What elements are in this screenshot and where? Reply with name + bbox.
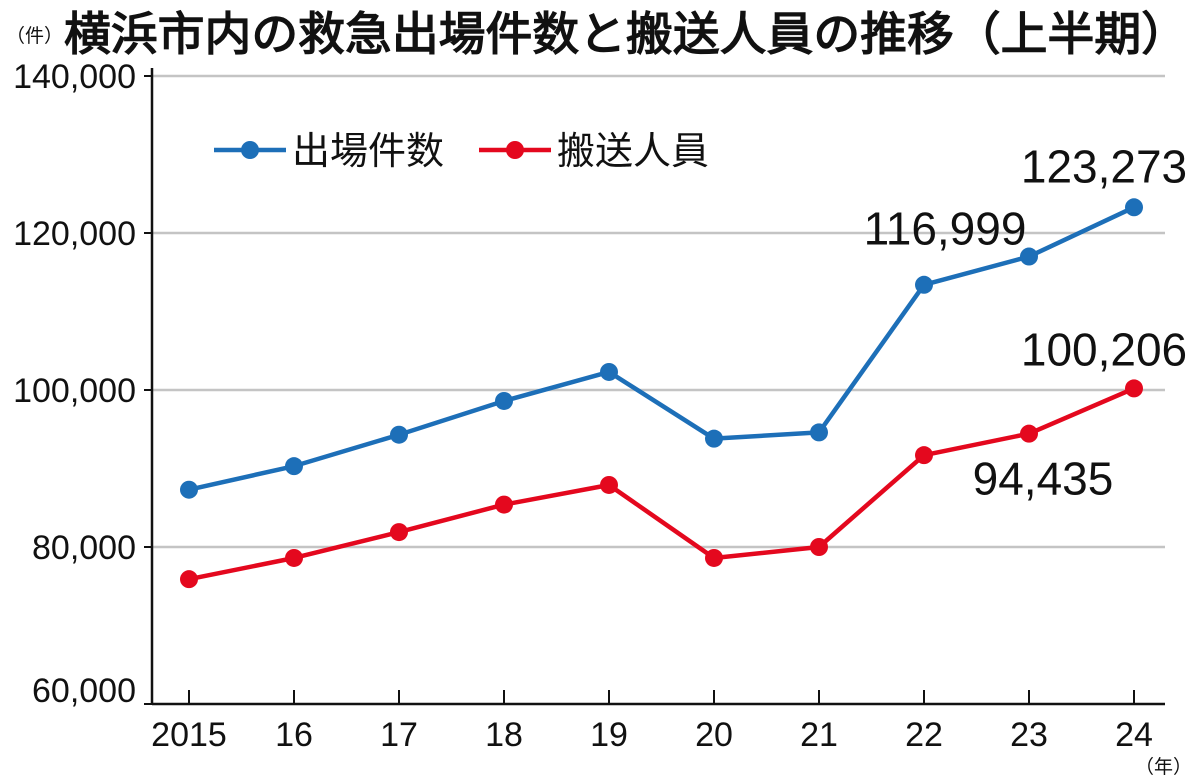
patients-transported-data-label: 100,206 [1021,323,1187,375]
y-tick-label: 140,000 [13,58,136,96]
x-tick-label: 19 [590,716,628,754]
dispatch-count-point [180,480,198,499]
dispatch-count-point [915,275,933,294]
x-tick-label: 16 [275,716,313,754]
dispatch-count-line [188,205,1135,492]
patients-transported-point [285,548,303,567]
y-tick-label: 80,000 [32,529,136,567]
patients-transported-point [495,495,513,514]
patients-transported-point [1125,379,1143,398]
x-tick-label: 22 [905,716,943,754]
x-axis-ticks: 2015 16 17 18 19 20 21 22 23 24 [151,690,1153,754]
y-tick-label: 60,000 [32,672,136,710]
dispatch-count-data-label: 123,273 [1021,140,1187,192]
patients-transported-point [390,523,408,542]
patients-transported-point [810,538,828,556]
y-tick-label: 100,000 [13,372,136,410]
legend-label: 出場件数 [292,129,444,173]
x-tick-label: 2015 [151,716,227,754]
dispatch-count-point [810,423,828,442]
patients-transported-data-label: 94,435 [973,453,1114,505]
axes [150,68,1165,706]
dispatch-count-point [285,457,303,476]
x-axis-unit-label: （年） [1135,756,1192,778]
legend: 出場件数 搬送人員 [214,129,709,173]
patients-transported-point [1020,424,1038,443]
legend-label: 搬送人員 [557,129,709,173]
data-labels: 116,999 123,273 94,435 100,206 [864,140,1188,504]
x-tick-label: 23 [1010,716,1048,754]
dispatch-count-point [600,362,618,381]
patients-transported-point [705,548,723,567]
patients-transported-point [600,475,618,494]
y-axis-ticks: 60,000 80,000 100,000 120,000 140,000 [13,58,152,710]
gridlines [152,74,1165,549]
legend-item-dispatch-count: 出場件数 [214,129,444,173]
x-tick-label: 18 [485,716,523,754]
patients-transported-point [915,446,933,465]
dispatch-count-data-label: 116,999 [864,203,1027,255]
y-axis-unit-label: （件） [6,25,63,47]
legend-swatch-marker [241,141,259,159]
y-tick-label: 120,000 [13,215,136,253]
legend-swatch-marker [506,141,524,159]
dispatch-count-point [390,425,408,444]
dispatch-count-point [1020,247,1038,266]
x-tick-label: 17 [380,716,418,754]
chart-title: 横浜市内の救急出場件数と搬送人員の推移（上半期） [64,7,1188,61]
dispatch-count-point [495,391,513,410]
x-tick-label: 24 [1115,716,1153,754]
patients-transported-point [180,570,198,589]
series-group [180,198,1143,589]
x-tick-label: 21 [800,716,838,754]
dispatch-count-point [1125,198,1143,217]
dispatch-count-point [705,429,723,448]
x-tick-label: 20 [695,716,733,754]
patients-transported-line [188,386,1135,582]
legend-item-patients-transported: 搬送人員 [479,129,709,173]
